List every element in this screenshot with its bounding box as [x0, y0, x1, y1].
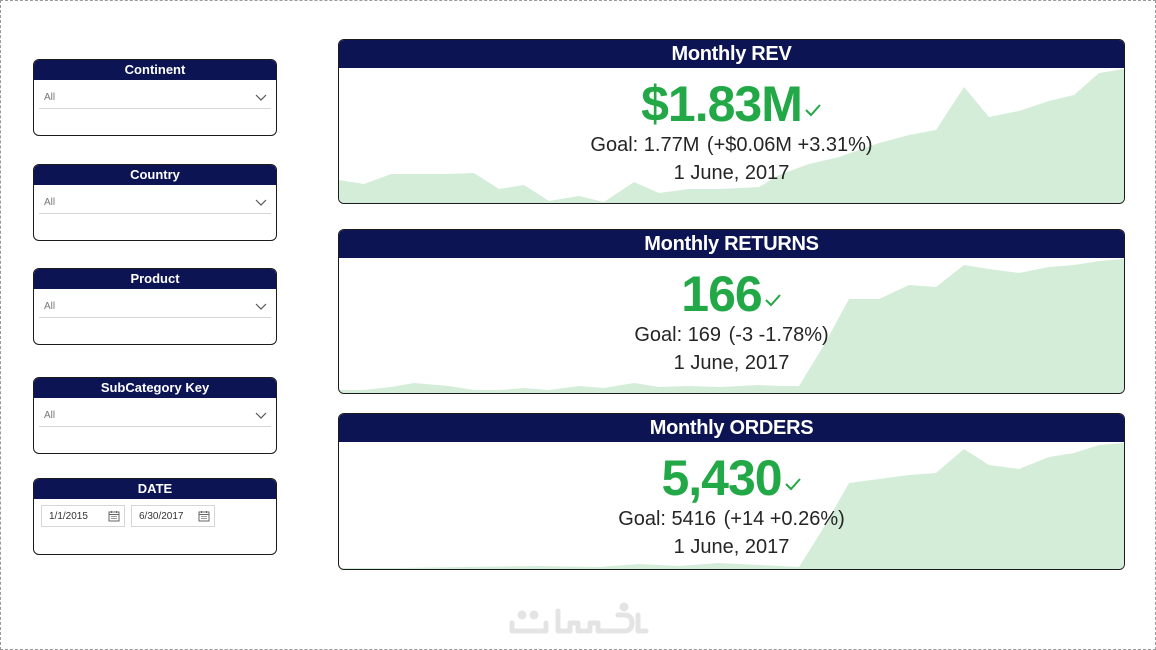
- subcategory-key-dropdown[interactable]: All: [39, 404, 271, 427]
- end-date-value: 6/30/2017: [139, 510, 184, 522]
- chevron-down-icon: [255, 412, 267, 419]
- monthly-rev-goal: Goal: 1.77M (+$0.06M +3.31%): [339, 131, 1124, 159]
- monthly-orders-sparkline: [339, 443, 1124, 569]
- end-date-input[interactable]: 6/30/2017: [131, 505, 215, 527]
- monthly-rev-date: 1 June, 2017: [673, 162, 790, 184]
- monthly-orders-card[interactable]: Monthly ORDERS 5,430 Goal: 5416 (+14 +0.…: [338, 413, 1125, 570]
- monthly-returns-goal-label: Goal: 169: [634, 324, 722, 346]
- date-slicer-title: DATE: [34, 479, 276, 499]
- start-date-value: 1/1/2015: [49, 510, 88, 522]
- checkmark-icon: [805, 104, 821, 117]
- monthly-returns-goal-delta: (-3 -1.78%): [728, 324, 829, 346]
- khamsat-watermark-logo: [509, 602, 649, 634]
- subcategory-key-slicer: SubCategory Key All: [33, 377, 277, 454]
- calendar-icon[interactable]: [198, 510, 210, 522]
- monthly-orders-goal: Goal: 5416 (+14 +0.26%): [339, 505, 1124, 533]
- product-slicer: Product All: [33, 268, 277, 345]
- monthly-rev-title: Monthly REV: [339, 40, 1124, 68]
- monthly-rev-goal-delta: (+$0.06M +3.31%): [706, 134, 873, 156]
- monthly-returns-value: 166: [681, 267, 781, 321]
- monthly-rev-sparkline: [339, 69, 1124, 203]
- product-dropdown[interactable]: All: [39, 295, 271, 318]
- checkmark-icon: [765, 294, 781, 307]
- start-date-input[interactable]: 1/1/2015: [41, 505, 125, 527]
- country-slicer: Country All: [33, 164, 277, 241]
- monthly-returns-value-text: 166: [681, 266, 762, 322]
- chevron-down-icon: [255, 303, 267, 310]
- monthly-rev-goal-label: Goal: 1.77M: [590, 134, 700, 156]
- monthly-rev-card[interactable]: Monthly REV $1.83M Goal: 1.77M (+$0.06M …: [338, 39, 1125, 204]
- date-slicer: DATE 1/1/2015 6/30/2017: [33, 478, 277, 555]
- monthly-orders-goal-delta: (+14 +0.26%): [723, 508, 845, 530]
- monthly-returns-sparkline: [339, 259, 1124, 393]
- country-dropdown[interactable]: All: [39, 191, 271, 214]
- product-dropdown-value: All: [44, 300, 56, 312]
- monthly-orders-value-text: 5,430: [661, 450, 782, 506]
- calendar-icon[interactable]: [108, 510, 120, 522]
- checkmark-icon: [784, 478, 801, 491]
- monthly-rev-value: $1.83M: [641, 77, 822, 131]
- subcategory-key-slicer-title: SubCategory Key: [34, 378, 276, 398]
- chevron-down-icon: [255, 199, 267, 206]
- monthly-rev-value-text: $1.83M: [641, 76, 803, 132]
- monthly-returns-title: Monthly RETURNS: [339, 230, 1124, 258]
- monthly-orders-goal-label: Goal: 5416: [618, 508, 717, 530]
- continent-slicer-title: Continent: [34, 60, 276, 80]
- country-dropdown-value: All: [44, 196, 56, 208]
- monthly-returns-card[interactable]: Monthly RETURNS 166 Goal: 169 (-3 -1.78%…: [338, 229, 1125, 394]
- monthly-orders-date: 1 June, 2017: [673, 536, 790, 558]
- continent-dropdown[interactable]: All: [39, 86, 271, 109]
- monthly-orders-title: Monthly ORDERS: [339, 414, 1124, 442]
- continent-slicer: Continent All: [33, 59, 277, 136]
- monthly-orders-value: 5,430: [661, 451, 801, 505]
- subcategory-key-dropdown-value: All: [44, 409, 56, 421]
- continent-dropdown-value: All: [44, 91, 56, 103]
- product-slicer-title: Product: [34, 269, 276, 289]
- monthly-returns-goal: Goal: 169 (-3 -1.78%): [339, 321, 1124, 349]
- chevron-down-icon: [255, 94, 267, 101]
- monthly-returns-date: 1 June, 2017: [673, 352, 790, 374]
- country-slicer-title: Country: [34, 165, 276, 185]
